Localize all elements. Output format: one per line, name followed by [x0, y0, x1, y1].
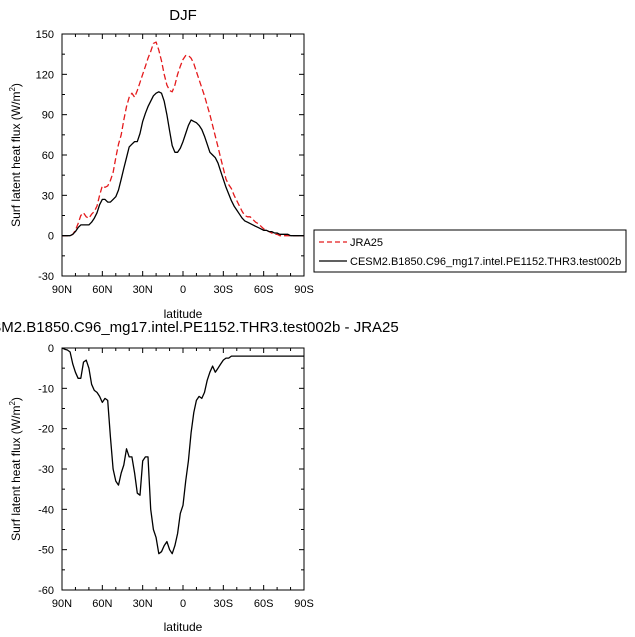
bottom-ylabel: Surf latent heat flux (W/m2)	[8, 397, 23, 541]
top-xtick-label-5: 60S	[254, 284, 274, 296]
bottom-ytick-label-5: -10	[38, 383, 54, 395]
legend: JRA25 CESM2.B1850.C96_mg17.intel.PE1152.…	[313, 229, 627, 273]
top-ytick-label-4: 90	[42, 110, 54, 122]
top-ytick-label-2: 30	[42, 190, 54, 202]
legend-label-jra25: JRA25	[350, 237, 383, 249]
top-panel: DJF 90N 60N 30N 0 30S 60S 90S-300306090120150 …	[8, 7, 314, 321]
top-ticks: 90N 60N 30N 0 30S 60S 90S -30 0 30 60 90 120 150	[36, 29, 314, 296]
legend-label-cesm2: CESM2.B1850.C96_mg17.intel.PE1152.THR3.t…	[350, 256, 621, 268]
top-ylabel-close: )	[9, 83, 23, 87]
bottom-xtick-label-0: 90N	[52, 598, 72, 610]
bottom-ytick-label-3: -30	[38, 464, 54, 476]
bottom-title: SM2.B1850.C96_mg17.intel.PE1152.THR3.tes…	[0, 319, 399, 336]
top-xlabel: latitude	[164, 307, 203, 321]
top-ylabel-main: Surf latent heat flux (W/m	[9, 92, 23, 227]
top-title: DJF	[169, 7, 197, 24]
bottom-series	[61, 347, 304, 555]
bottom-ytick-label-2: -40	[38, 504, 54, 516]
bottom-xtick-label-1: 60N	[92, 598, 112, 610]
top-ytick-label-3: 60	[42, 150, 54, 162]
bottom-panel: SM2.B1850.C96_mg17.intel.PE1152.THR3.tes…	[0, 319, 399, 634]
bottom-series-line-0	[61, 347, 304, 555]
bottom-ylabel-main: Surf latent heat flux (W/m	[9, 406, 23, 541]
bottom-xtick-label-6: 90S	[294, 598, 314, 610]
bottom-ytick-label-1: -50	[38, 545, 54, 557]
top-ytick-label-6: 150	[36, 29, 54, 41]
bottom-ticks: 90N 60N 30N 0 30S 60S 90S -60 -50 -40 -30 -20 -10 0	[38, 343, 314, 610]
bottom-plot-frame	[61, 347, 305, 591]
top-xtick-label-1: 60N	[92, 284, 112, 296]
bottom-xtick-label-5: 60S	[254, 598, 274, 610]
top-ytick-label-1: 0	[48, 231, 54, 243]
top-series-line-1	[62, 91, 304, 237]
bottom-ytick-label-6: 0	[48, 343, 54, 355]
top-ytick-label-0: -30	[38, 271, 54, 283]
bottom-xtick-label-4: 30S	[214, 598, 234, 610]
top-plot-frame	[61, 33, 305, 277]
top-ylabel: Surf latent heat flux (W/m2)	[8, 83, 23, 227]
top-xtick-label-4: 30S	[214, 284, 234, 296]
bottom-ylabel-close: )	[9, 397, 23, 401]
bottom-xlabel: latitude	[164, 620, 203, 634]
legend-box	[313, 229, 627, 273]
bottom-xtick-label-3: 0	[180, 598, 186, 610]
top-series	[62, 41, 304, 237]
top-xtick-label-0: 90N	[52, 284, 72, 296]
top-xtick-label-6: 90S	[294, 284, 314, 296]
top-xtick-label-3: 0	[180, 284, 186, 296]
bottom-ytick-label-4: -20	[38, 424, 54, 436]
top-ytick-label-5: 120	[36, 69, 54, 81]
top-series-line-0	[62, 41, 304, 237]
bottom-ytick-label-0: -60	[38, 585, 54, 597]
top-xtick-label-2: 30N	[133, 284, 153, 296]
top-ylabel-sup: 2	[8, 87, 17, 92]
bottom-xtick-label-2: 30N	[133, 598, 153, 610]
bottom-ylabel-sup: 2	[8, 401, 17, 406]
